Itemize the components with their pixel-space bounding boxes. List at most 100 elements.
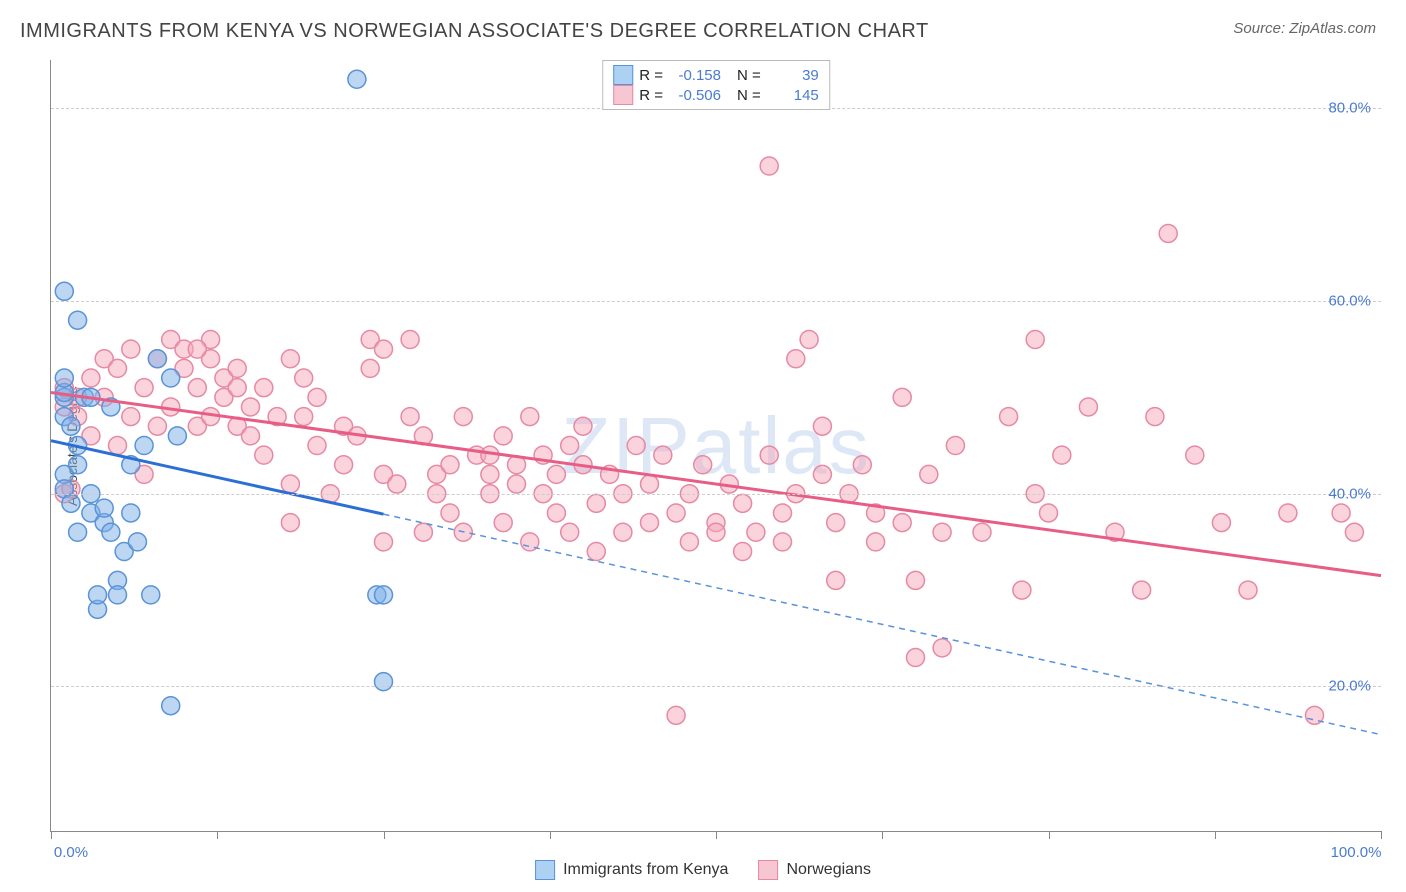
data-point-norwegians (827, 514, 845, 532)
data-point-kenya (62, 494, 80, 512)
data-point-norwegians (946, 437, 964, 455)
y-tick-label: 20.0% (1328, 678, 1371, 695)
data-point-norwegians (375, 533, 393, 551)
data-point-norwegians (813, 417, 831, 435)
data-point-norwegians (441, 456, 459, 474)
data-point-kenya (69, 523, 87, 541)
data-point-norwegians (667, 504, 685, 522)
swatch-norwegians (613, 85, 633, 105)
data-point-kenya (55, 369, 73, 387)
data-point-norwegians (494, 514, 512, 532)
data-point-norwegians (1133, 581, 1151, 599)
data-point-norwegians (122, 340, 140, 358)
data-point-norwegians (228, 359, 246, 377)
y-tick-label: 80.0% (1328, 100, 1371, 117)
data-point-norwegians (893, 514, 911, 532)
data-point-norwegians (787, 350, 805, 368)
data-point-norwegians (813, 465, 831, 483)
data-point-norwegians (920, 465, 938, 483)
data-point-norwegians (680, 533, 698, 551)
data-point-norwegians (255, 446, 273, 464)
gridline-h (51, 301, 1381, 302)
data-point-norwegians (853, 456, 871, 474)
data-point-norwegians (1279, 504, 1297, 522)
swatch-kenya (613, 65, 633, 85)
data-point-norwegians (295, 408, 313, 426)
data-point-norwegians (1345, 523, 1363, 541)
data-point-norwegians (481, 465, 499, 483)
data-point-norwegians (188, 340, 206, 358)
data-point-norwegians (587, 543, 605, 561)
legend-item-kenya: Immigrants from Kenya (535, 860, 728, 880)
data-point-norwegians (281, 350, 299, 368)
data-point-norwegians (907, 571, 925, 589)
data-point-norwegians (308, 388, 326, 406)
legend-item-norwegians: Norwegians (758, 860, 870, 880)
data-point-norwegians (1026, 330, 1044, 348)
data-point-norwegians (1000, 408, 1018, 426)
data-point-norwegians (574, 417, 592, 435)
data-point-norwegians (494, 427, 512, 445)
data-point-norwegians (707, 523, 725, 541)
data-point-kenya (102, 523, 120, 541)
data-point-norwegians (401, 408, 419, 426)
data-point-norwegians (587, 494, 605, 512)
data-point-kenya (135, 437, 153, 455)
data-point-norwegians (547, 465, 565, 483)
data-point-norwegians (441, 504, 459, 522)
data-point-kenya (62, 417, 80, 435)
data-point-norwegians (734, 543, 752, 561)
x-tick (550, 831, 551, 839)
data-point-norwegians (135, 379, 153, 397)
data-point-norwegians (933, 523, 951, 541)
data-point-norwegians (933, 639, 951, 657)
r-label: R = (639, 67, 663, 84)
data-point-norwegians (1212, 514, 1230, 532)
data-point-norwegians (375, 340, 393, 358)
data-point-kenya (95, 499, 113, 517)
data-point-norwegians (361, 359, 379, 377)
data-point-norwegians (654, 446, 672, 464)
data-point-norwegians (547, 504, 565, 522)
data-point-norwegians (1146, 408, 1164, 426)
data-point-norwegians (1040, 504, 1058, 522)
data-point-kenya (375, 673, 393, 691)
data-point-kenya (128, 533, 146, 551)
legend-label-kenya: Immigrants from Kenya (563, 861, 728, 879)
data-point-norwegians (1013, 581, 1031, 599)
data-point-norwegians (281, 514, 299, 532)
data-point-norwegians (1053, 446, 1071, 464)
data-point-norwegians (508, 475, 526, 493)
data-point-norwegians (774, 533, 792, 551)
data-point-kenya (109, 586, 127, 604)
data-point-norwegians (747, 523, 765, 541)
data-point-norwegians (627, 437, 645, 455)
data-point-norwegians (641, 475, 659, 493)
series-legend: Immigrants from Kenya Norwegians (535, 860, 871, 880)
data-point-norwegians (760, 446, 778, 464)
n-label: N = (737, 67, 761, 84)
data-point-norwegians (82, 369, 100, 387)
data-point-norwegians (1332, 504, 1350, 522)
data-point-norwegians (561, 523, 579, 541)
header-bar: IMMIGRANTS FROM KENYA VS NORWEGIAN ASSOC… (0, 0, 1406, 53)
data-point-norwegians (454, 408, 472, 426)
data-point-kenya (168, 427, 186, 445)
data-point-kenya (69, 311, 87, 329)
y-tick-label: 60.0% (1328, 292, 1371, 309)
data-point-norwegians (667, 706, 685, 724)
data-point-norwegians (109, 359, 127, 377)
data-point-norwegians (1186, 446, 1204, 464)
x-tick (882, 831, 883, 839)
n-label: N = (737, 87, 761, 104)
y-tick-label: 40.0% (1328, 485, 1371, 502)
source-name: ZipAtlas.com (1289, 20, 1376, 37)
data-point-kenya (162, 369, 180, 387)
plot-area: R = -0.158 N = 39 R = -0.506 N = 145 ZIP… (50, 60, 1381, 832)
x-tick (51, 831, 52, 839)
data-point-kenya (348, 70, 366, 88)
data-point-norwegians (109, 437, 127, 455)
data-point-norwegians (148, 417, 166, 435)
gridline-h (51, 686, 1381, 687)
data-point-norwegians (561, 437, 579, 455)
